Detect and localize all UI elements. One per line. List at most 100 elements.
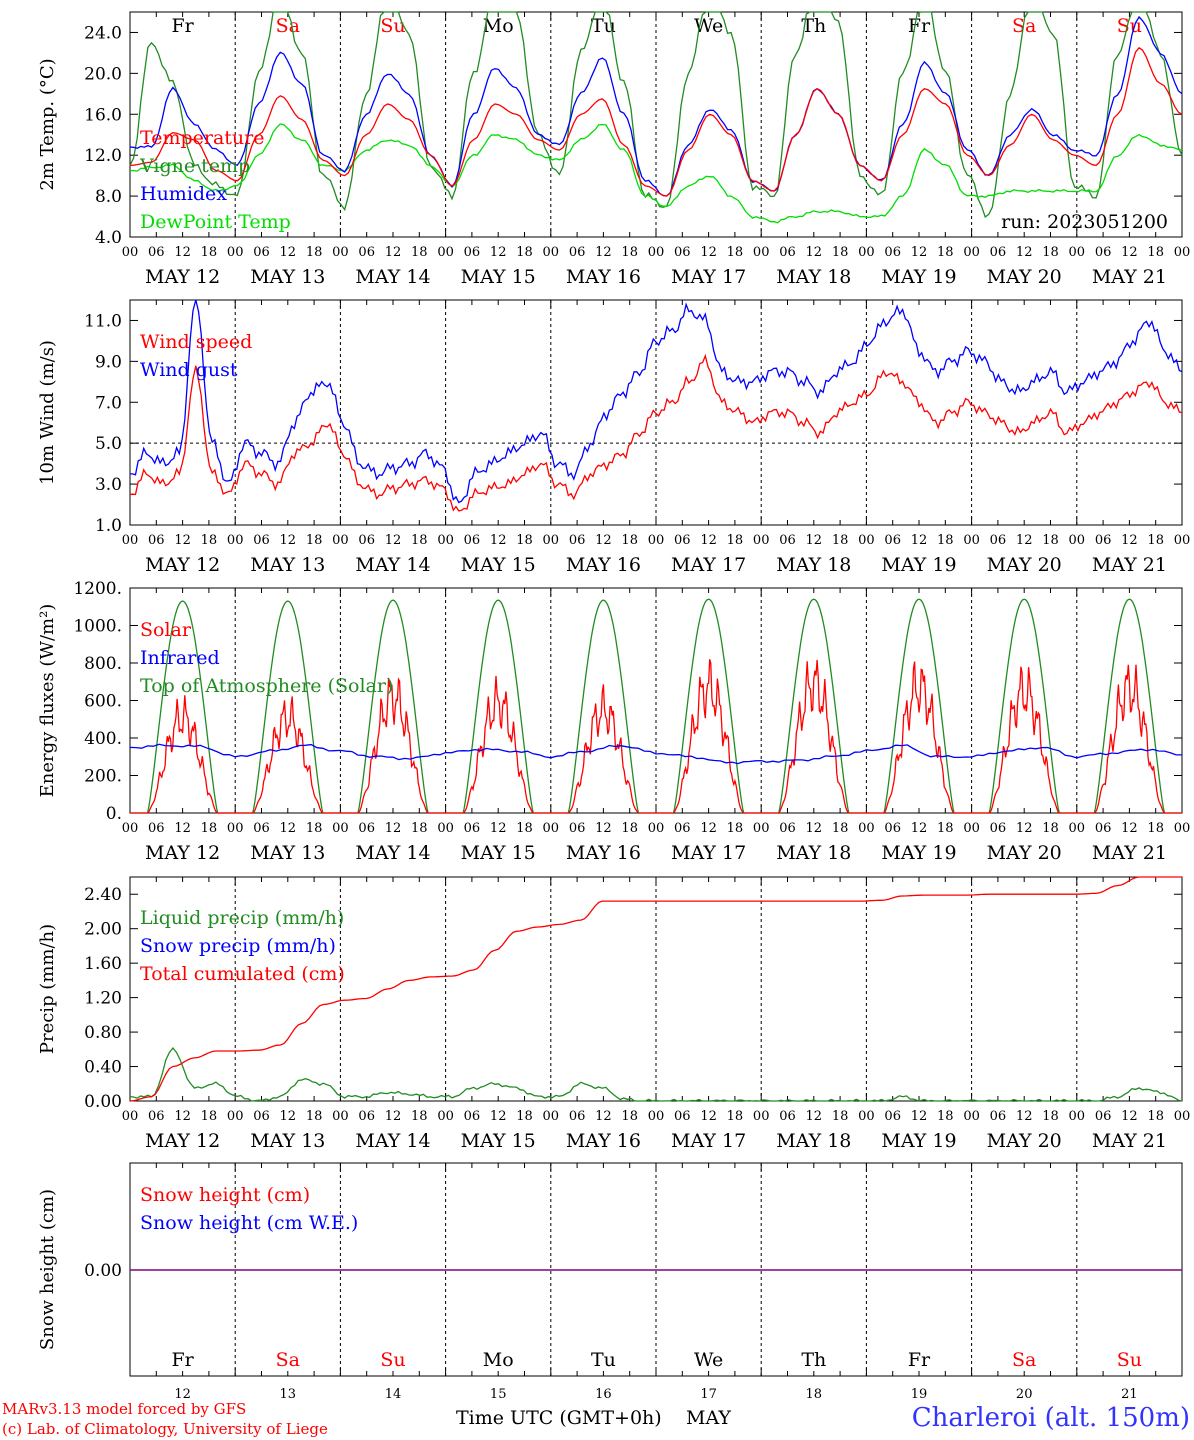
weekday-label: Su: [1117, 1349, 1142, 1371]
y-axis-label: Precip (mm/h): [37, 924, 58, 1054]
y-tick-label: 16.0: [84, 105, 122, 125]
hour-tick-label: 18: [306, 245, 323, 260]
weekday-label: We: [694, 1349, 723, 1371]
hour-tick-label: 06: [253, 1109, 270, 1124]
hour-tick-label: 12: [174, 1109, 191, 1124]
hour-tick-label: 18: [832, 533, 849, 548]
hour-tick-label: 18: [306, 533, 323, 548]
hour-tick-label: 18: [832, 245, 849, 260]
legend-entry: Wind gust: [140, 359, 238, 381]
hour-tick-label: 18: [621, 245, 638, 260]
y-tick-label: 2.00: [84, 920, 122, 940]
legend-entry: Infrared: [140, 647, 220, 669]
weekday-label: Mo: [483, 15, 514, 37]
legend-entry: Vigne temp: [139, 155, 250, 177]
series-dewpoint-temp: [129, 123, 1183, 224]
y-tick-label: 200.: [84, 767, 122, 787]
hour-tick-label: 12: [490, 245, 507, 260]
y-tick-label: 3.0: [95, 475, 122, 495]
series-wind-gust: [130, 299, 1183, 504]
hour-tick-label: 12: [911, 533, 928, 548]
day-label: MAY 15: [461, 266, 536, 288]
hour-tick-label: 06: [990, 533, 1007, 548]
hour-tick-label: 00: [1174, 245, 1191, 260]
plot-frame: [129, 299, 1183, 526]
hour-tick-label: 00: [227, 245, 244, 260]
hour-tick-label: 06: [1095, 821, 1112, 836]
legend-entry: Solar: [140, 619, 192, 641]
x-axis-label: Time UTC (GMT+0h): [456, 1407, 662, 1429]
day-label: MAY 16: [566, 554, 641, 576]
legend-entry: Snow height (cm): [140, 1184, 310, 1206]
plot-frame: [129, 587, 1183, 814]
hour-tick-label: 00: [1069, 821, 1086, 836]
day-label: MAY 20: [987, 1130, 1062, 1152]
y-tick-label: 0.40: [84, 1058, 122, 1078]
hour-tick-label: 00: [332, 821, 349, 836]
month-label: MAY: [686, 1407, 731, 1429]
day-label: MAY 19: [881, 842, 956, 864]
hour-tick-label: 00: [437, 245, 454, 260]
day-label: MAY 12: [145, 1130, 220, 1152]
hour-tick-label: 18: [411, 245, 428, 260]
day-label: MAY 13: [250, 266, 325, 288]
hour-tick-label: 12: [490, 821, 507, 836]
hour-tick-label: 00: [1174, 821, 1191, 836]
legend-entry: Wind speed: [140, 331, 252, 353]
hour-tick-label: 00: [648, 245, 665, 260]
hour-tick-label: 12: [280, 1109, 297, 1124]
day-label: MAY 13: [250, 1130, 325, 1152]
hour-tick-label: 18: [727, 245, 744, 260]
hour-tick-label: 12: [490, 1109, 507, 1124]
hour-tick-label: 12: [806, 1109, 823, 1124]
hour-tick-label: 18: [1042, 245, 1059, 260]
hour-tick-label: 00: [858, 1109, 875, 1124]
hour-tick-label: 18: [937, 821, 954, 836]
hour-tick-label: 06: [674, 245, 691, 260]
hour-tick-label: 12: [280, 821, 297, 836]
credit-model: MARv3.13 model forced by GFS: [2, 1400, 246, 1418]
y-tick-label: 11.0: [84, 311, 122, 331]
hour-tick-label: 06: [358, 821, 375, 836]
hour-tick-label: 12: [280, 533, 297, 548]
hour-tick-label: 12: [700, 821, 717, 836]
hour-tick-label: 06: [464, 1109, 481, 1124]
hour-tick-label: 00: [122, 821, 139, 836]
hour-tick-label: 06: [148, 533, 165, 548]
hour-tick-label: 18: [1042, 821, 1059, 836]
hour-tick-label: 18: [621, 533, 638, 548]
hour-tick-label: 00: [963, 245, 980, 260]
hour-tick-label: 06: [884, 245, 901, 260]
hour-tick-label: 18: [1042, 533, 1059, 548]
legend-entry: Snow height (cm W.E.): [140, 1212, 358, 1234]
hour-tick-label: 18: [1042, 1109, 1059, 1124]
hour-tick-label: 18: [937, 245, 954, 260]
day-label: MAY 14: [355, 1130, 430, 1152]
hour-tick-label: 12: [174, 245, 191, 260]
weekday-label: Su: [380, 1349, 405, 1371]
day-number: 16: [595, 1387, 612, 1402]
weekday-label: Sa: [276, 15, 300, 37]
hour-tick-label: 12: [174, 821, 191, 836]
series-total-cumulated: [129, 876, 1182, 1102]
hour-tick-label: 18: [411, 821, 428, 836]
hour-tick-label: 12: [911, 1109, 928, 1124]
hour-tick-label: 12: [1121, 1109, 1138, 1124]
y-axis-label: Snow height (cm): [37, 1189, 58, 1350]
hour-tick-label: 00: [122, 245, 139, 260]
hour-tick-label: 12: [1016, 245, 1033, 260]
hour-tick-label: 12: [385, 1109, 402, 1124]
hour-tick-label: 12: [911, 821, 928, 836]
day-label: MAY 15: [461, 1130, 536, 1152]
hour-tick-label: 06: [674, 821, 691, 836]
hour-tick-label: 18: [832, 821, 849, 836]
day-label: MAY 20: [987, 842, 1062, 864]
day-label: MAY 16: [566, 266, 641, 288]
day-label: MAY 15: [461, 554, 536, 576]
hour-tick-label: 06: [569, 533, 586, 548]
day-label: MAY 17: [671, 1130, 746, 1152]
hour-tick-label: 18: [727, 533, 744, 548]
hour-tick-label: 06: [884, 1109, 901, 1124]
day-label: MAY 14: [355, 554, 430, 576]
